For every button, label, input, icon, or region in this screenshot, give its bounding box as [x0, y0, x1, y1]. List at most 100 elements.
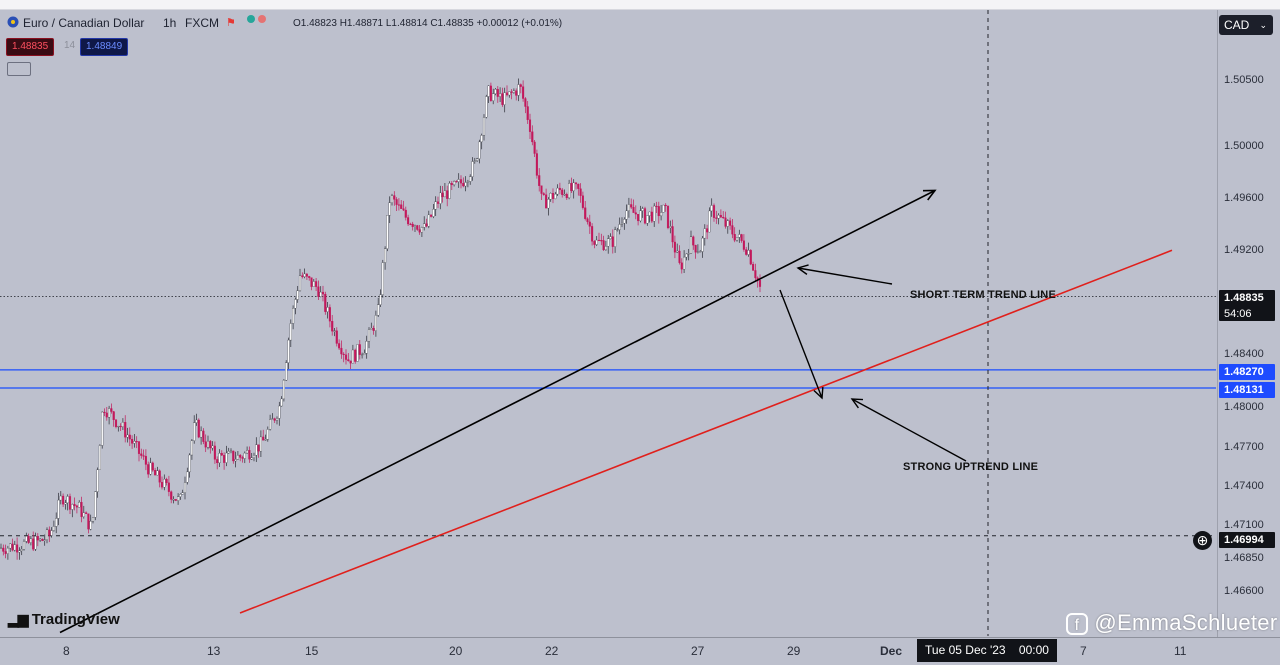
time-tick: 7	[1080, 644, 1087, 658]
add-alert-plus-icon[interactable]: ⊕	[1193, 531, 1212, 550]
candle-up	[701, 237, 704, 252]
candle-up	[303, 273, 306, 277]
arrow-to-strong-trend	[851, 398, 967, 462]
candle-up	[117, 425, 120, 428]
candle-up	[55, 518, 58, 527]
candle-down	[202, 430, 205, 442]
candle-up	[476, 158, 479, 161]
candle-down	[87, 513, 90, 530]
candle-up	[485, 96, 488, 118]
candle-up	[149, 462, 152, 475]
candle-down	[533, 141, 536, 154]
candle-up	[683, 256, 686, 270]
candle-down	[752, 264, 755, 271]
candle-down	[393, 195, 396, 200]
market-status-icon[interactable]	[247, 14, 267, 26]
candle-down	[328, 307, 331, 322]
level-lower-tag: 1.48131	[1219, 382, 1275, 398]
collapse-legend-button[interactable]	[7, 62, 31, 76]
time-tick: Dec	[880, 644, 903, 658]
candle-up	[374, 315, 377, 331]
candle-down	[758, 280, 762, 287]
candle-down	[733, 234, 736, 241]
candle-down	[135, 441, 138, 443]
candle-up	[413, 225, 417, 227]
candle-down	[301, 275, 304, 277]
candle-down	[519, 84, 522, 87]
time-tick: 27	[691, 644, 705, 658]
candle-up	[229, 450, 233, 452]
flag-icon[interactable]: ⚑	[226, 17, 236, 29]
candle-down	[257, 444, 260, 452]
buy-price-button[interactable]: 1.48849	[80, 38, 129, 56]
candle-down	[535, 153, 538, 176]
candle-down	[395, 199, 398, 205]
candle-down	[694, 245, 697, 253]
candle-up	[595, 239, 598, 245]
interval-label[interactable]: 1h	[163, 16, 177, 30]
candle-down	[411, 223, 414, 227]
candle-down	[722, 216, 725, 219]
candle-up	[434, 201, 437, 210]
candle-down	[584, 207, 587, 219]
candle-down	[731, 225, 734, 235]
time-axis[interactable]	[0, 637, 1280, 665]
sell-price-button[interactable]: 1.48835	[6, 38, 55, 56]
arrow-to-short-trend-head	[796, 264, 809, 275]
candle-up	[361, 354, 364, 356]
candle-down	[402, 208, 405, 211]
candle-up	[568, 183, 571, 199]
short-term-trend-line	[59, 189, 936, 634]
tradingview-logo[interactable]: ▂▆ TradingView	[8, 611, 120, 628]
candles	[0, 78, 762, 560]
candle-down	[27, 536, 30, 543]
candle-up	[234, 459, 237, 462]
candle-down	[315, 281, 318, 287]
candle-up	[726, 220, 729, 227]
candle-up	[365, 341, 368, 354]
candle-up	[264, 439, 267, 441]
candle-up	[448, 183, 451, 199]
candle-down	[142, 455, 145, 457]
candle-up	[211, 445, 214, 449]
candle-down	[80, 502, 83, 517]
candle-up	[45, 529, 49, 540]
candle-down	[344, 354, 348, 360]
candle-down	[643, 208, 647, 224]
exchange-label[interactable]: FXCM	[185, 16, 219, 30]
candle-up	[627, 204, 630, 212]
candle-down	[174, 499, 177, 501]
chart-plot-area[interactable]	[0, 10, 1217, 637]
candle-up	[101, 411, 104, 446]
candle-up	[0, 547, 3, 549]
candle-up	[9, 543, 12, 549]
candle-down	[32, 538, 35, 550]
symbol-name[interactable]: Euro / Canadian Dollar	[23, 16, 145, 30]
candle-down	[324, 293, 327, 312]
candle-down	[160, 482, 164, 488]
candle-down	[239, 455, 242, 458]
short-term-trend-label: SHORT TERM TREND LINE	[910, 289, 1056, 301]
candle-down	[409, 223, 412, 225]
candle-down	[335, 330, 338, 344]
candle-down	[446, 190, 449, 199]
candle-up	[494, 89, 497, 94]
candle-up	[517, 84, 520, 96]
candle-up	[177, 496, 180, 501]
candle-up	[699, 251, 702, 253]
candle-down	[372, 328, 375, 331]
candle-up	[432, 209, 435, 217]
candle-up	[326, 307, 329, 312]
candle-up	[427, 214, 430, 227]
time-tick: 22	[545, 644, 559, 658]
candle-up	[275, 418, 279, 421]
currency-button[interactable]: CAD ⌄	[1219, 15, 1273, 35]
candle-down	[321, 291, 325, 295]
candle-up	[278, 405, 281, 419]
candle-up	[689, 236, 693, 254]
candle-down	[515, 90, 518, 96]
candle-down	[496, 89, 499, 97]
candle-up	[572, 182, 575, 192]
candle-down	[407, 217, 410, 225]
candle-down	[459, 179, 463, 184]
